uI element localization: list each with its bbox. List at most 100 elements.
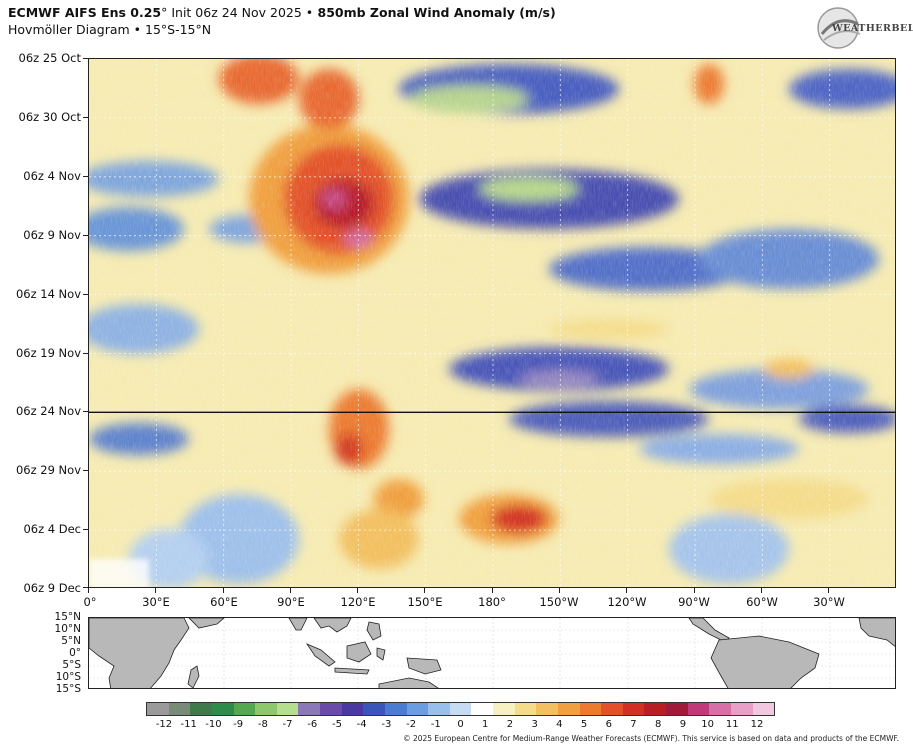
grid-lines [89,59,895,587]
colorbar-swatch [190,703,212,715]
chart-subtitle: Hovmöller Diagram • 15°S-15°N [8,22,212,37]
init-time: Init 06z 24 Nov 2025 [167,5,306,20]
lat-label-2: 5°N [61,635,81,647]
colorbar-swatch [622,703,645,715]
x-tick [559,588,560,593]
lat-label-4: 5°S [62,659,81,671]
y-tick [83,176,88,177]
colorbar-label: 7 [630,719,637,730]
x-label-0: 0° [83,595,97,609]
colorbar-swatch [493,703,515,715]
x-tick [492,588,493,593]
lat-label-1: 10°N [54,623,81,635]
y-label-5: 06z 19 Nov [15,346,81,360]
colorbar-label: 9 [679,719,687,730]
colorbar-swatch [579,703,602,715]
colorbar-swatch [514,703,537,715]
y-tick [83,117,88,118]
reference-map [88,617,896,689]
x-tick [828,588,829,593]
x-label-9: 90°W [678,595,710,609]
colorbar-swatch [449,703,472,715]
x-label-10: 60°W [746,595,778,609]
weatherbell-logo [817,7,861,49]
land-outlines [89,618,895,688]
colorbar-label: -4 [356,719,367,730]
x-label-1: 30°E [142,595,170,609]
y-label-9: 06z 9 Dec [23,581,81,595]
colorbar-label: -7 [282,719,293,730]
logo-text: WEATHERBELL [832,23,913,34]
colorbar-swatch [709,703,731,715]
x-tick [290,588,291,593]
colorbar-label: 4 [556,719,563,730]
colorbar-swatch [255,703,277,715]
colorbar-label: -3 [381,719,392,730]
y-label-7: 06z 29 Nov [15,463,81,477]
x-label-11: 30°W [813,595,845,609]
colorbar-swatch [384,703,407,715]
colorbar-swatch [730,703,753,715]
hovmoller-field [89,59,895,587]
lat-label-3: 0° [69,647,81,659]
colorbar-label: -11 [180,719,197,730]
x-tick [626,588,627,593]
y-tick [83,529,88,530]
y-label-1: 06z 30 Oct [18,110,82,124]
degree-symbol: ° [161,5,168,20]
colorbar-swatch [298,703,320,715]
title-bullet: • [305,5,314,20]
colorbar-label: -6 [307,719,318,730]
y-tick [83,235,88,236]
colorbar-label: -12 [155,719,173,730]
colorbar [146,702,775,716]
colorbar-label: 1 [482,719,489,730]
y-label-4: 06z 14 Nov [15,287,81,301]
x-label-2: 60°E [210,595,238,609]
y-label-2: 06z 4 Nov [23,169,81,183]
colorbar-swatch [471,703,493,715]
colorbar-swatch [666,703,688,715]
colorbar-swatch [211,703,234,715]
y-tick [83,294,88,295]
colorbar-label: -9 [233,719,244,730]
colorbar-swatch [536,703,558,715]
x-tick [223,588,224,593]
colorbar-label: 0 [457,719,464,730]
lat-label-0: 15°N [54,611,81,623]
colorbar-swatch [687,703,710,715]
colorbar-swatch [233,703,256,715]
y-label-8: 06z 4 Dec [23,522,81,536]
y-label-0: 06z 25 Oct [18,51,82,65]
x-label-5: 150°E [407,595,443,609]
y-label-6: 06z 24 Nov [15,404,81,418]
model-name: ECMWF AIFS Ens 0.25 [8,5,162,20]
x-tick [155,588,156,593]
colorbar-swatch [644,703,666,715]
x-label-4: 120°E [340,595,376,609]
x-label-6: 180° [478,595,506,609]
colorbar-swatch [363,703,385,715]
y-tick [83,470,88,471]
colorbar-swatch [341,703,364,715]
colorbar-label: 6 [605,719,612,730]
colorbar-label: 8 [654,719,662,730]
y-tick [83,587,88,588]
colorbar-swatch [601,703,623,715]
y-tick [83,58,88,59]
colorbar-swatch [147,703,169,715]
colorbar-label: -5 [331,719,342,730]
colorbar-label: -8 [257,719,268,730]
y-tick [83,411,88,412]
hovmoller-plot [88,58,896,588]
colorbar-label: 5 [580,719,588,730]
x-label-3: 90°E [277,595,305,609]
lat-label-5: 10°S [55,671,81,683]
x-tick [694,588,695,593]
colorbar-swatch [406,703,429,715]
colorbar-label: -10 [205,719,222,730]
colorbar-label: 11 [725,719,739,730]
x-label-7: 150°W [539,595,579,609]
x-tick [424,588,425,593]
colorbar-label: -1 [430,719,441,730]
